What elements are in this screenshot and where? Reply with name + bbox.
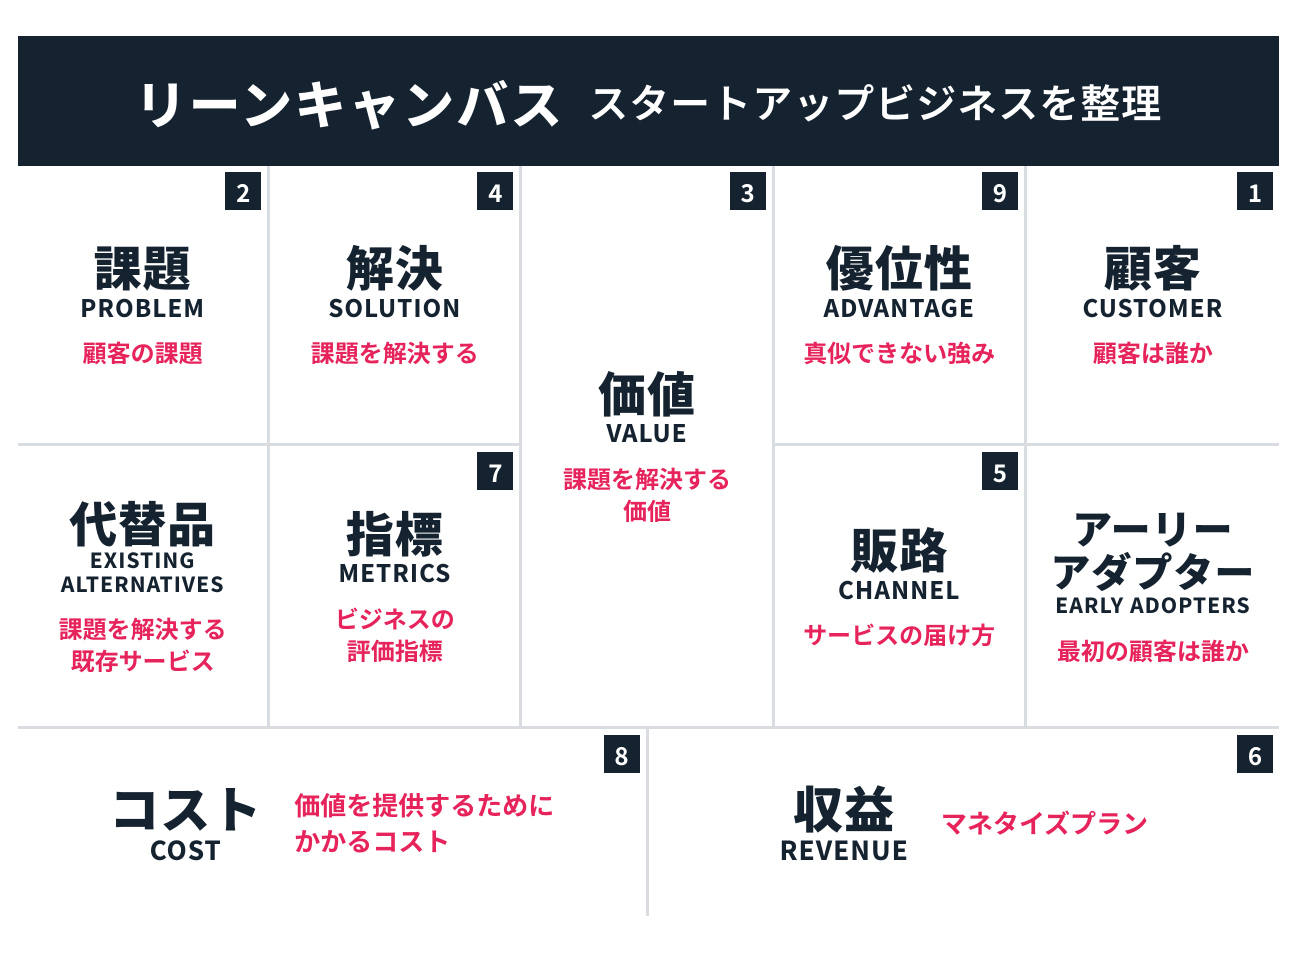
cell-title-block: コスト COST: [109, 780, 262, 865]
cell-title-jp: アーリー アダプター: [1050, 506, 1255, 592]
badge-value: 3: [730, 172, 766, 210]
cell-desc: 最初の顧客は誰か: [1057, 634, 1249, 666]
cell-title-jp: 課題: [94, 240, 192, 292]
cell-desc: 課題を解決する: [311, 336, 479, 368]
cell-title-jp: 収益: [793, 780, 895, 834]
cell-title-en: REVENUE: [779, 836, 908, 865]
cell-title-en: EARLY ADOPTERS: [1055, 594, 1250, 617]
badge-metrics: 7: [477, 452, 513, 490]
cell-title-en: SOLUTION: [328, 294, 461, 320]
cell-desc: 課題を解決する 既存サービス: [59, 612, 227, 677]
cell-title-jp: 販路: [850, 522, 948, 574]
cell-title-en: METRICS: [338, 559, 451, 585]
cell-title-block: 収益 REVENUE: [779, 780, 908, 865]
badge-revenue: 6: [1237, 735, 1273, 773]
cell-desc: ビジネスの 評価指標: [335, 602, 455, 667]
cell-metrics: 7 指標 METRICS ビジネスの 評価指標: [270, 446, 522, 726]
badge-customer: 1: [1237, 172, 1273, 210]
cell-early-adopters: アーリー アダプター EARLY ADOPTERS 最初の顧客は誰か: [1027, 446, 1279, 726]
canvas-bottom-grid: 8 コスト COST 価値を提供するために かかるコスト 6 収益 REVENU…: [18, 726, 1279, 916]
badge-advantage: 9: [982, 172, 1018, 210]
cell-title-en: EXISTING ALTERNATIVES: [61, 549, 225, 595]
cell-title-en: CUSTOMER: [1083, 294, 1224, 320]
cell-title-jp: 解決: [346, 240, 444, 292]
canvas-header: リーンキャンバス スタートアップビジネスを整理: [18, 36, 1279, 166]
cell-problem: 2 課題 PROBLEM 顧客の課題: [18, 166, 270, 446]
cell-title-en: PROBLEM: [80, 294, 205, 320]
cell-title-jp: 指標: [346, 506, 444, 558]
cell-revenue: 6 収益 REVENUE マネタイズプラン: [649, 729, 1280, 916]
cell-title-jp: 優位性: [826, 240, 973, 292]
cell-title-jp: 価値: [598, 366, 696, 418]
cell-desc: 真似できない強み: [803, 336, 995, 368]
badge-channel: 5: [982, 452, 1018, 490]
canvas-top-grid: 2 課題 PROBLEM 顧客の課題 4 解決 SOLUTION 課題を解決する…: [18, 166, 1279, 726]
cell-desc: 顧客は誰か: [1093, 336, 1213, 368]
badge-solution: 4: [477, 172, 513, 210]
cell-customer: 1 顧客 CUSTOMER 顧客は誰か: [1027, 166, 1279, 446]
header-title-main: リーンキャンバス: [135, 64, 564, 139]
cell-desc: 顧客の課題: [83, 336, 203, 368]
cell-desc: サービスの届け方: [803, 618, 995, 650]
badge-cost: 8: [604, 735, 640, 773]
cell-title-jp: 代替品: [69, 496, 216, 548]
cell-value: 3 価値 VALUE 課題を解決する 価値: [522, 166, 774, 726]
cell-title-en: ADVANTAGE: [824, 294, 975, 320]
cell-title-en: CHANNEL: [838, 576, 960, 602]
header-title-sub: スタートアップビジネスを整理: [588, 72, 1162, 130]
cell-title-en: COST: [150, 836, 222, 865]
cell-alternatives: 代替品 EXISTING ALTERNATIVES 課題を解決する 既存サービス: [18, 446, 270, 726]
cell-channel: 5 販路 CHANNEL サービスの届け方: [775, 446, 1027, 726]
cell-desc: 課題を解決する 価値: [563, 462, 731, 527]
cell-desc: 価値を提供するために かかるコスト: [294, 787, 554, 857]
cell-title-jp: 顧客: [1104, 240, 1202, 292]
cell-cost: 8 コスト COST 価値を提供するために かかるコスト: [18, 729, 649, 916]
cell-advantage: 9 優位性 ADVANTAGE 真似できない強み: [775, 166, 1027, 446]
cell-desc: マネタイズプラン: [941, 805, 1148, 840]
cell-title-jp: コスト: [109, 780, 262, 834]
cell-title-en: VALUE: [606, 419, 687, 445]
lean-canvas: リーンキャンバス スタートアップビジネスを整理 2 課題 PROBLEM 顧客の…: [18, 36, 1279, 916]
stage: リーンキャンバス スタートアップビジネスを整理 2 課題 PROBLEM 顧客の…: [0, 0, 1297, 971]
cell-solution: 4 解決 SOLUTION 課題を解決する: [270, 166, 522, 446]
badge-problem: 2: [225, 172, 261, 210]
